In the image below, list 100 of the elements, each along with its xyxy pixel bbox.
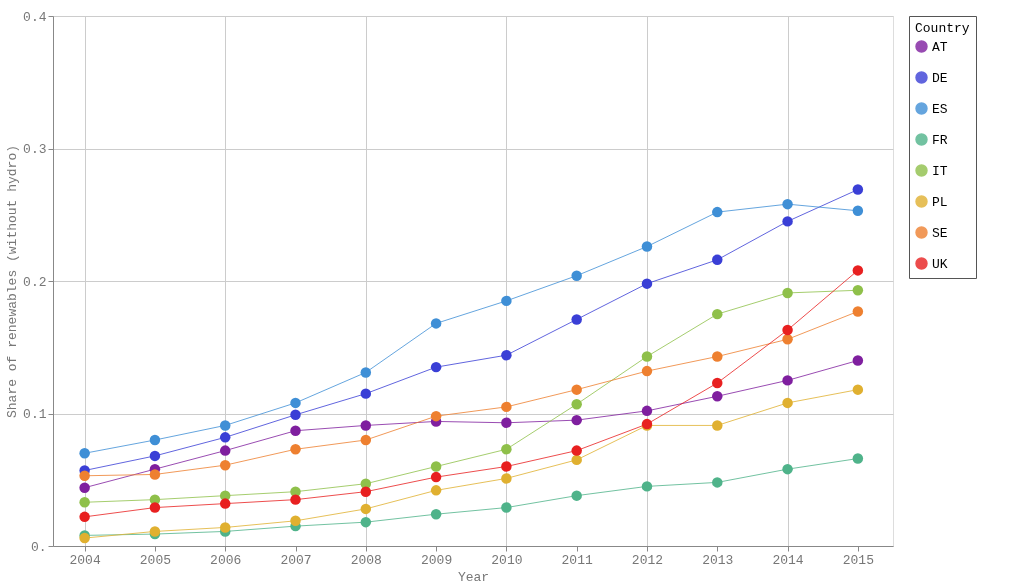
x-axis-title: Year xyxy=(457,569,490,585)
legend-title: Country xyxy=(915,21,970,36)
x-tick-label: 2014 xyxy=(772,552,804,568)
point xyxy=(852,265,864,276)
point xyxy=(290,444,301,455)
x-tick-label: 2012 xyxy=(631,552,664,568)
point xyxy=(712,377,723,389)
legend-label: UK xyxy=(932,256,948,272)
point xyxy=(501,401,512,413)
y-tick-label: 0.1 xyxy=(23,407,47,422)
point xyxy=(360,420,372,431)
point xyxy=(430,318,442,329)
x-tick-label: 2013 xyxy=(702,552,734,568)
point xyxy=(782,375,793,386)
point xyxy=(782,334,793,345)
point xyxy=(149,434,161,446)
point xyxy=(782,287,793,299)
point xyxy=(290,425,301,436)
point xyxy=(641,241,653,252)
x-tick-label: 2015 xyxy=(842,552,874,568)
point xyxy=(852,306,864,317)
x-tick-label: 2007 xyxy=(280,552,312,568)
legend-label: IT xyxy=(932,163,948,179)
point xyxy=(782,397,793,409)
point xyxy=(571,314,582,325)
point xyxy=(571,384,582,395)
point xyxy=(219,522,231,533)
point xyxy=(149,450,161,462)
point xyxy=(571,398,582,410)
point xyxy=(430,461,442,472)
point xyxy=(641,405,653,417)
point xyxy=(501,444,512,455)
point xyxy=(149,502,161,513)
point xyxy=(219,432,231,443)
point xyxy=(79,497,90,508)
point xyxy=(290,494,301,505)
point xyxy=(430,471,442,483)
x-tick-label: 2009 xyxy=(420,552,453,568)
point xyxy=(712,206,723,218)
point xyxy=(712,308,723,320)
x-tick-label: 2010 xyxy=(491,552,523,568)
point xyxy=(712,351,723,362)
point xyxy=(571,270,582,281)
y-tick-label: 0.3 xyxy=(23,142,47,157)
y-tick-label: 0.4 xyxy=(23,9,47,25)
point xyxy=(852,384,864,395)
point xyxy=(360,388,372,399)
point xyxy=(782,324,793,336)
point xyxy=(219,459,231,471)
legend-label: AT xyxy=(932,39,948,55)
point xyxy=(852,355,864,366)
point xyxy=(641,365,653,377)
x-tick-label: 2004 xyxy=(69,552,101,568)
point xyxy=(79,448,90,459)
point xyxy=(149,469,161,480)
point xyxy=(79,511,90,523)
point xyxy=(641,278,653,289)
point xyxy=(219,420,231,431)
point xyxy=(290,515,301,527)
point xyxy=(571,445,582,456)
point xyxy=(360,434,372,446)
point xyxy=(571,490,582,501)
point xyxy=(852,453,864,464)
point xyxy=(219,445,231,456)
point xyxy=(782,463,793,475)
point xyxy=(712,391,723,402)
point xyxy=(360,367,372,378)
point xyxy=(501,473,512,484)
x-tick-label: 2006 xyxy=(210,552,242,568)
x-tick-label: 2005 xyxy=(139,552,172,568)
legend-label: DE xyxy=(932,70,948,86)
point xyxy=(571,414,582,426)
y-axis-title: Share of renewables (without hydro) xyxy=(5,144,21,419)
point xyxy=(712,420,723,431)
legend-label: ES xyxy=(932,101,948,117)
legend-label: SE xyxy=(932,225,948,241)
point xyxy=(501,502,512,513)
point xyxy=(430,485,442,496)
point xyxy=(782,198,793,210)
point xyxy=(79,470,90,482)
point xyxy=(79,482,90,493)
point xyxy=(430,361,442,373)
point xyxy=(641,351,653,362)
y-tick-label: 0.2 xyxy=(23,274,47,290)
point xyxy=(219,498,231,509)
legend-label: FR xyxy=(932,132,948,148)
point xyxy=(430,508,442,520)
point xyxy=(712,254,723,266)
legend-label: PL xyxy=(932,194,948,210)
x-tick-label: 2011 xyxy=(561,552,593,568)
point xyxy=(360,516,372,528)
point xyxy=(430,410,442,422)
point xyxy=(290,397,301,409)
point xyxy=(501,349,512,361)
point xyxy=(641,481,653,492)
point xyxy=(501,295,512,307)
point xyxy=(852,285,864,296)
point xyxy=(571,454,582,466)
point xyxy=(290,409,301,421)
point xyxy=(501,461,512,472)
